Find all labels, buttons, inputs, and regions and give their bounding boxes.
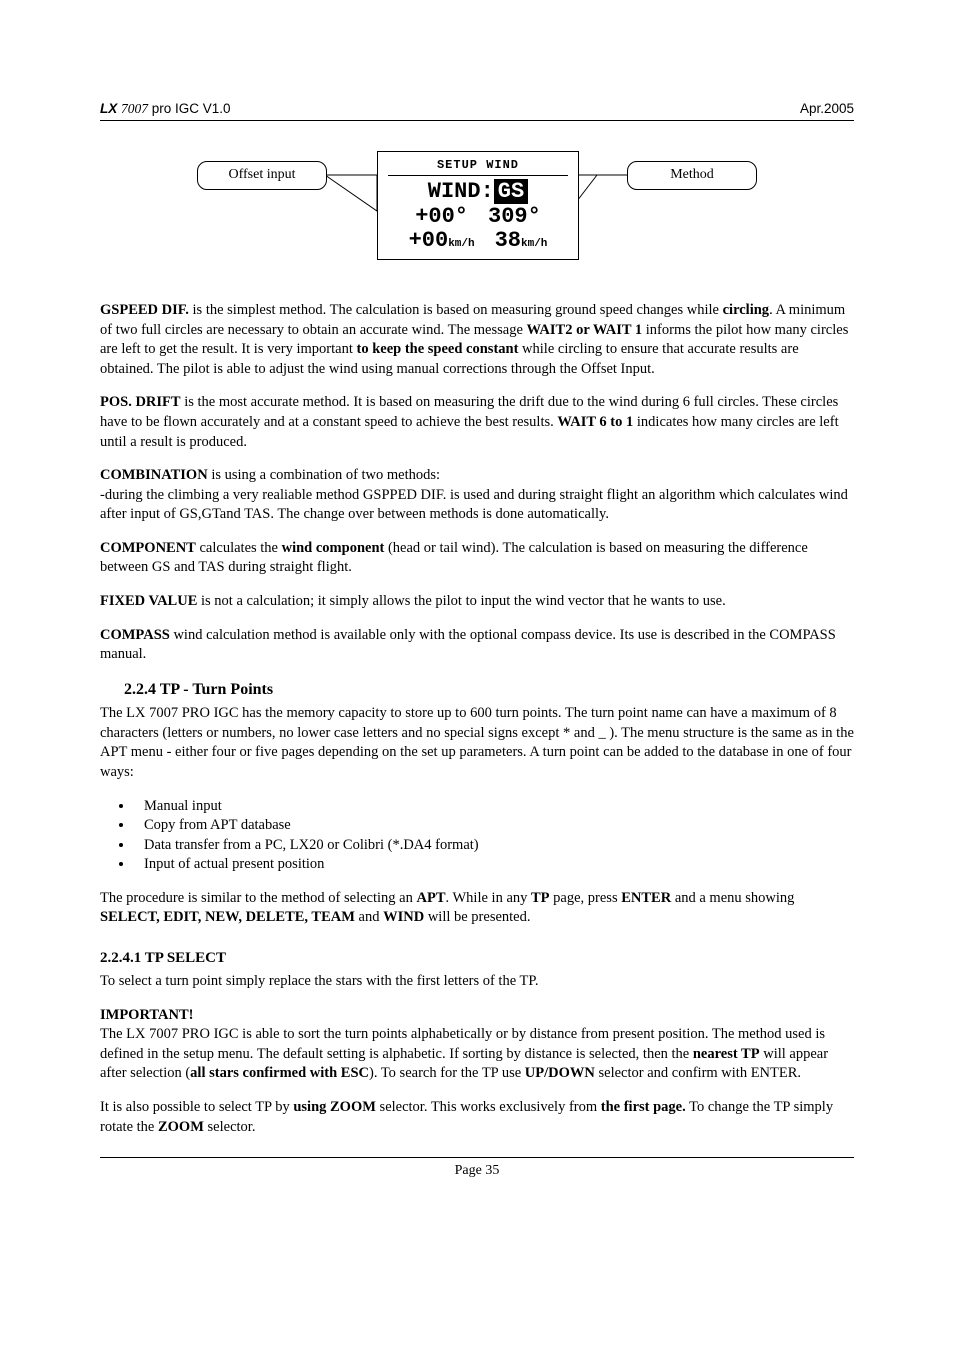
lcd-deg-unit-1: °	[455, 204, 468, 229]
para-posdrift: POS. DRIFT is the most accurate method. …	[100, 393, 854, 452]
term-fixed: FIXED VALUE	[100, 593, 197, 609]
lcd-spd-unit-2: km/h	[521, 238, 547, 250]
para-fixed: FIXED VALUE is not a calculation; it sim…	[100, 592, 854, 612]
lcd-wind-spd: 38	[495, 228, 521, 253]
para-combination-1: COMBINATION is using a combination of tw…	[100, 466, 854, 486]
page-footer: Page 35	[100, 1157, 854, 1181]
lcd-wind-row: WIND:GS	[378, 180, 578, 204]
para-compass: COMPASS wind calculation method is avail…	[100, 626, 854, 665]
lcd-row-degrees: +00° 309°	[378, 205, 578, 229]
brand-lx: LX	[100, 101, 117, 116]
term-gspeed: GSPEED DIF.	[100, 302, 189, 318]
brand-version: pro IGC V1.0	[148, 101, 231, 116]
tp-intro: The LX 7007 PRO IGC has the memory capac…	[100, 704, 854, 782]
brand-model: 7007	[121, 101, 148, 116]
setup-wind-diagram: Offset input Method SETUP WIND WIND:GS +…	[100, 151, 854, 271]
header-date: Apr.2005	[800, 100, 854, 118]
lcd-offset-deg: +00	[415, 204, 455, 229]
term-compass: COMPASS	[100, 627, 170, 643]
lcd-deg-unit-2: °	[528, 204, 541, 229]
tp-methods-list: Manual input Copy from APT database Data…	[100, 797, 854, 875]
list-item: Manual input	[134, 797, 854, 817]
offset-input-label: Offset input	[197, 161, 327, 190]
lcd-wind-label: WIND:	[428, 179, 494, 204]
method-label: Method	[627, 161, 757, 190]
list-item: Input of actual present position	[134, 855, 854, 875]
important-label: IMPORTANT!	[100, 1006, 854, 1026]
header-product: LX 7007 pro IGC V1.0	[100, 100, 231, 118]
para-gspeed: GSPEED DIF. is the simplest method. The …	[100, 301, 854, 379]
tp-procedure: The procedure is similar to the method o…	[100, 889, 854, 928]
heading-tp-select: 2.2.4.1 TP SELECT	[100, 948, 854, 968]
list-item: Copy from APT database	[134, 816, 854, 836]
list-item: Data transfer from a PC, LX20 or Colibri…	[134, 836, 854, 856]
term-component: COMPONENT	[100, 540, 196, 556]
para-combination-2: -during the climbing a very realiable me…	[100, 486, 854, 525]
tpsel-p2: It is also possible to select TP by usin…	[100, 1098, 854, 1137]
lcd-wind-value: GS	[494, 179, 528, 204]
lcd-title: SETUP WIND	[388, 155, 568, 176]
para-component: COMPONENT calculates the wind component …	[100, 539, 854, 578]
term-combination: COMBINATION	[100, 467, 208, 483]
tpsel-line: To select a turn point simply replace th…	[100, 972, 854, 992]
lcd-row-speed: +00km/h 38km/h	[378, 229, 578, 253]
lcd-screen: SETUP WIND WIND:GS +00° 309° +00km/h 38k…	[377, 151, 579, 260]
term-posdrift: POS. DRIFT	[100, 394, 181, 410]
lcd-wind-deg: 309	[488, 204, 528, 229]
page-number: Page 35	[100, 1162, 854, 1181]
heading-tp: 2.2.4 TP - Turn Points	[124, 679, 854, 701]
lcd-offset-spd: +00	[409, 228, 449, 253]
tpsel-p1: The LX 7007 PRO IGC is able to sort the …	[100, 1025, 854, 1084]
page-header: LX 7007 pro IGC V1.0 Apr.2005	[100, 100, 854, 121]
lcd-spd-unit-1: km/h	[448, 238, 474, 250]
